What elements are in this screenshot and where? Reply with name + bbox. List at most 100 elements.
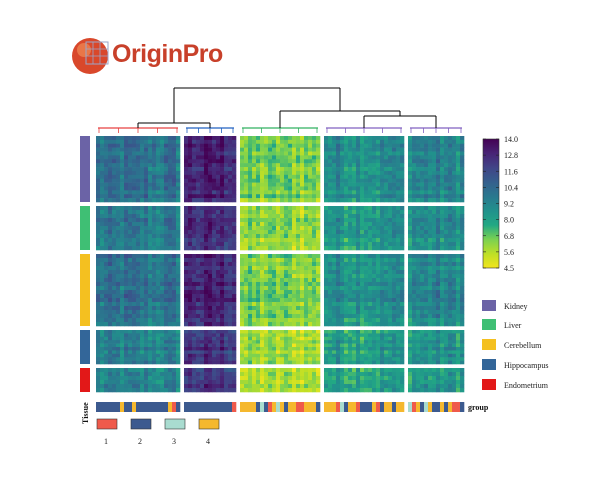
heatmap-cell — [364, 222, 368, 226]
heatmap-cell — [424, 306, 428, 310]
heatmap-cell — [276, 270, 280, 274]
heatmap-cell — [376, 318, 380, 322]
heatmap-cell — [448, 298, 452, 302]
heatmap-cell — [264, 270, 268, 274]
heatmap-cell — [428, 186, 432, 190]
heatmap-cell — [400, 347, 404, 351]
heatmap-cell — [384, 333, 388, 337]
heatmap-cell — [128, 350, 132, 354]
heatmap-cell — [452, 190, 456, 194]
heatmap-cell — [408, 183, 412, 187]
heatmap-cell — [240, 210, 244, 214]
heatmap-cell — [268, 357, 272, 361]
heatmap-cell — [392, 242, 396, 246]
heatmap-cell — [252, 361, 256, 365]
heatmap-cell — [228, 314, 232, 318]
heatmap-cell — [148, 230, 152, 234]
heatmap-cell — [144, 340, 148, 344]
heatmap-cell — [112, 155, 116, 159]
heatmap-cell — [460, 282, 464, 286]
heatmap-cell — [424, 222, 428, 226]
heatmap-cell — [428, 310, 432, 314]
heatmap-cell — [268, 347, 272, 351]
heatmap-cell — [448, 155, 452, 159]
heatmap-cell — [400, 310, 404, 314]
heatmap-cell — [164, 350, 168, 354]
heatmap-cell — [316, 274, 320, 278]
heatmap-cell — [280, 258, 284, 262]
heatmap-cell — [128, 210, 132, 214]
heatmap-cell — [440, 210, 444, 214]
heatmap-cell — [212, 230, 216, 234]
heatmap-cell — [164, 163, 168, 167]
heatmap-cell — [200, 144, 204, 148]
heatmap-cell — [420, 286, 424, 290]
heatmap-cell — [212, 206, 216, 210]
heatmap-cell — [420, 314, 424, 318]
heatmap-cell — [452, 148, 456, 152]
heatmap-cell — [220, 152, 224, 156]
heatmap-cell — [396, 337, 400, 341]
heatmap-cell — [120, 226, 124, 230]
heatmap-cell — [116, 314, 120, 318]
heatmap-cell — [232, 222, 236, 226]
heatmap-cell — [104, 159, 108, 163]
heatmap-cell — [392, 194, 396, 198]
heatmap-cell — [340, 333, 344, 337]
heatmap-cell — [232, 242, 236, 246]
heatmap-cell — [452, 206, 456, 210]
heatmap-cell — [208, 333, 212, 337]
heatmap-cell — [344, 136, 348, 140]
heatmap-cell — [112, 194, 116, 198]
heatmap-cell — [368, 318, 372, 322]
heatmap-cell — [432, 152, 436, 156]
heatmap-cell — [184, 294, 188, 298]
heatmap-cell — [412, 333, 416, 337]
heatmap-cell — [172, 290, 176, 294]
heatmap-cell — [124, 258, 128, 262]
heatmap-cell — [224, 148, 228, 152]
heatmap-cell — [416, 136, 420, 140]
heatmap-cell — [304, 330, 308, 334]
heatmap-cell — [452, 218, 456, 222]
heatmap-cell — [188, 171, 192, 175]
heatmap-cell — [348, 144, 352, 148]
heatmap-cell — [156, 152, 160, 156]
heatmap-cell — [392, 344, 396, 348]
heatmap-cell — [440, 152, 444, 156]
heatmap-cell — [316, 234, 320, 238]
heatmap-cell — [112, 222, 116, 226]
heatmap-cell — [336, 246, 340, 250]
heatmap-cell — [212, 270, 216, 274]
heatmap-cell — [136, 330, 140, 334]
heatmap-cell — [184, 314, 188, 318]
heatmap-cell — [176, 298, 180, 302]
heatmap-cell — [360, 230, 364, 234]
heatmap-cell — [148, 278, 152, 282]
heatmap-cell — [240, 266, 244, 270]
heatmap-cell — [420, 152, 424, 156]
heatmap-cell — [372, 266, 376, 270]
heatmap-cell — [364, 258, 368, 262]
heatmap-cell — [164, 242, 168, 246]
heatmap-cell — [152, 318, 156, 322]
heatmap-cell — [216, 347, 220, 351]
heatmap-cell — [312, 278, 316, 282]
heatmap-cell — [296, 159, 300, 163]
heatmap-cell — [96, 384, 100, 388]
heatmap-cell — [432, 310, 436, 314]
heatmap-cell — [128, 282, 132, 286]
heatmap-cell — [172, 179, 176, 183]
heatmap-cell — [112, 206, 116, 210]
heatmap-cell — [136, 333, 140, 337]
heatmap-cell — [432, 186, 436, 190]
heatmap-cell — [268, 136, 272, 140]
heatmap-cell — [148, 286, 152, 290]
heatmap-cell — [188, 274, 192, 278]
heatmap-cell — [188, 361, 192, 365]
heatmap-cell — [384, 298, 388, 302]
heatmap-cell — [116, 167, 120, 171]
heatmap-cell — [196, 190, 200, 194]
heatmap-cell — [328, 278, 332, 282]
heatmap-cell — [316, 298, 320, 302]
